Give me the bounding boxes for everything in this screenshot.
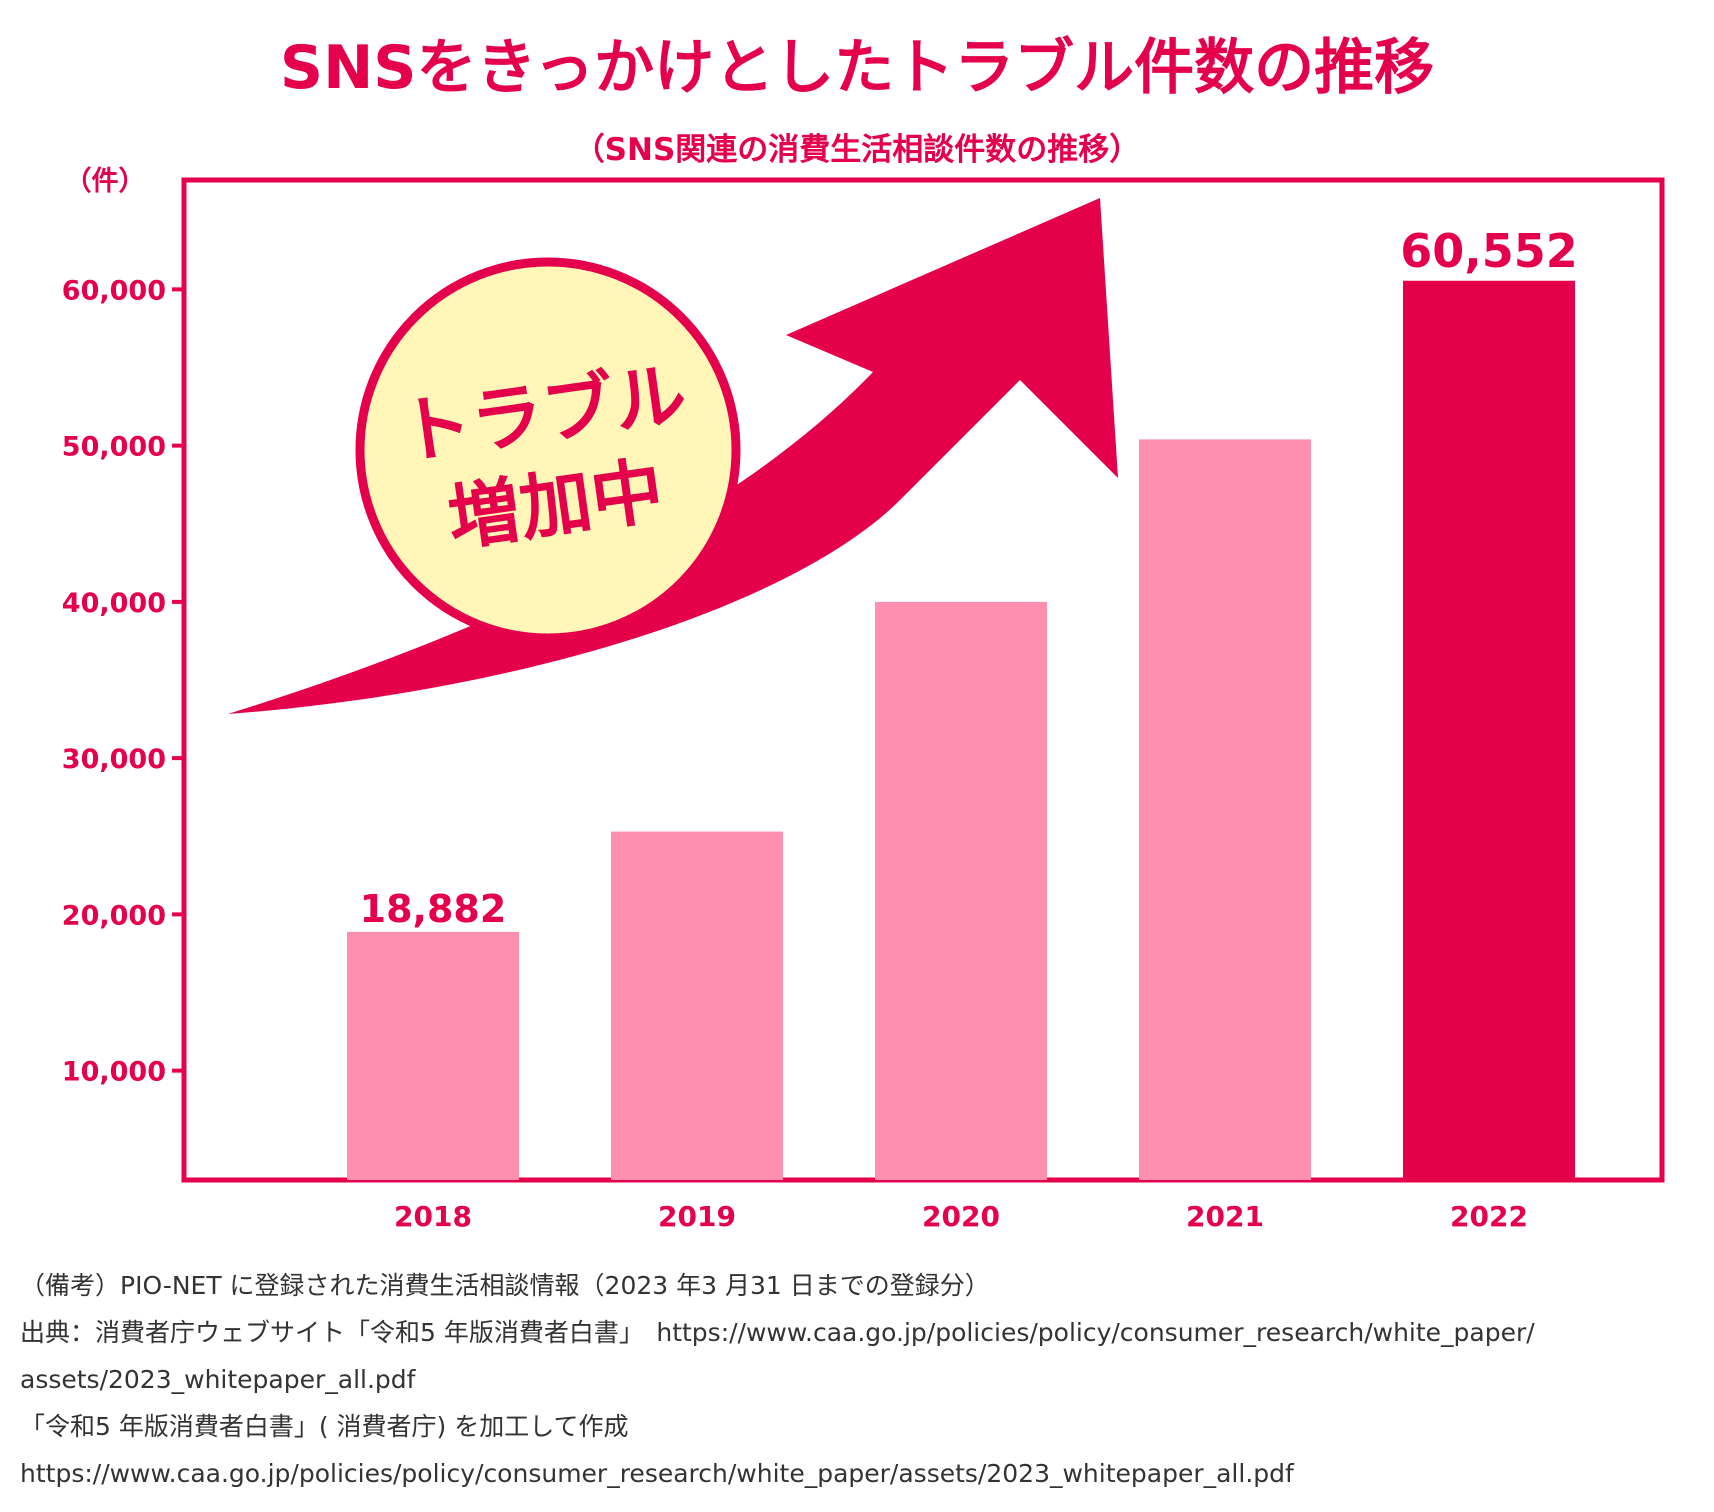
chart-subtitle: （SNS関連の消費生活相談件数の推移） (574, 132, 1141, 168)
y-axis: 10,000 20,000 30,000 40,000 50,000 60,000 (62, 275, 184, 1088)
x-tick-label: 2022 (1450, 1200, 1528, 1233)
x-tick-label: 2018 (394, 1200, 472, 1233)
data-label-2018: 18,882 (360, 887, 507, 931)
y-tick-label: 40,000 (62, 588, 166, 619)
badge-circle (355, 257, 741, 643)
chart-title: SNSをきっかけとしたトラブル件数の推移 (280, 33, 1434, 103)
x-axis: 2018 2019 2020 2021 2022 (394, 1200, 1528, 1233)
x-tick-label: 2020 (922, 1200, 1000, 1233)
note-adaptation: 「令和5 年版消費者白書」( 消費者庁) を加工して作成 (20, 1412, 629, 1441)
note-source: 出典：消費者庁ウェブサイト「令和5 年版消費者白書」 https://www.c… (20, 1318, 1535, 1347)
rising-arrow-icon (228, 198, 1118, 714)
bar-2022 (1403, 280, 1575, 1180)
y-tick-label: 20,000 (62, 900, 166, 931)
chart: SNSをきっかけとしたトラブル件数の推移 （SNS関連の消費生活相談件数の推移）… (62, 33, 1665, 1233)
y-tick-label: 10,000 (62, 1057, 166, 1088)
note-source-cont: assets/2023_whitepaper_all.pdf (20, 1365, 416, 1394)
bar-2020 (875, 601, 1047, 1180)
note-url: https://www.caa.go.jp/policies/policy/co… (20, 1459, 1294, 1488)
note-remark: （備考）PIO-NET に登録された消費生活相談情報（2023 年3 月31 日… (20, 1271, 990, 1300)
bar-2018 (347, 931, 519, 1180)
y-axis-unit-label: （件） (65, 166, 146, 197)
y-tick-label: 60,000 (62, 275, 166, 306)
x-tick-label: 2021 (1186, 1200, 1264, 1233)
source-notes: （備考）PIO-NET に登録された消費生活相談情報（2023 年3 月31 日… (20, 1262, 1700, 1497)
x-tick-label: 2019 (658, 1200, 736, 1233)
data-labels: 18,882 60,552 (360, 224, 1578, 931)
y-tick-label: 50,000 (62, 432, 166, 463)
trouble-increasing-badge: トラブル 増加中 (355, 257, 741, 643)
data-label-2022: 60,552 (1400, 224, 1578, 278)
bar-2021 (1139, 439, 1311, 1180)
y-tick-label: 30,000 (62, 744, 166, 775)
bar-2019 (611, 831, 783, 1180)
bars (347, 280, 1575, 1180)
